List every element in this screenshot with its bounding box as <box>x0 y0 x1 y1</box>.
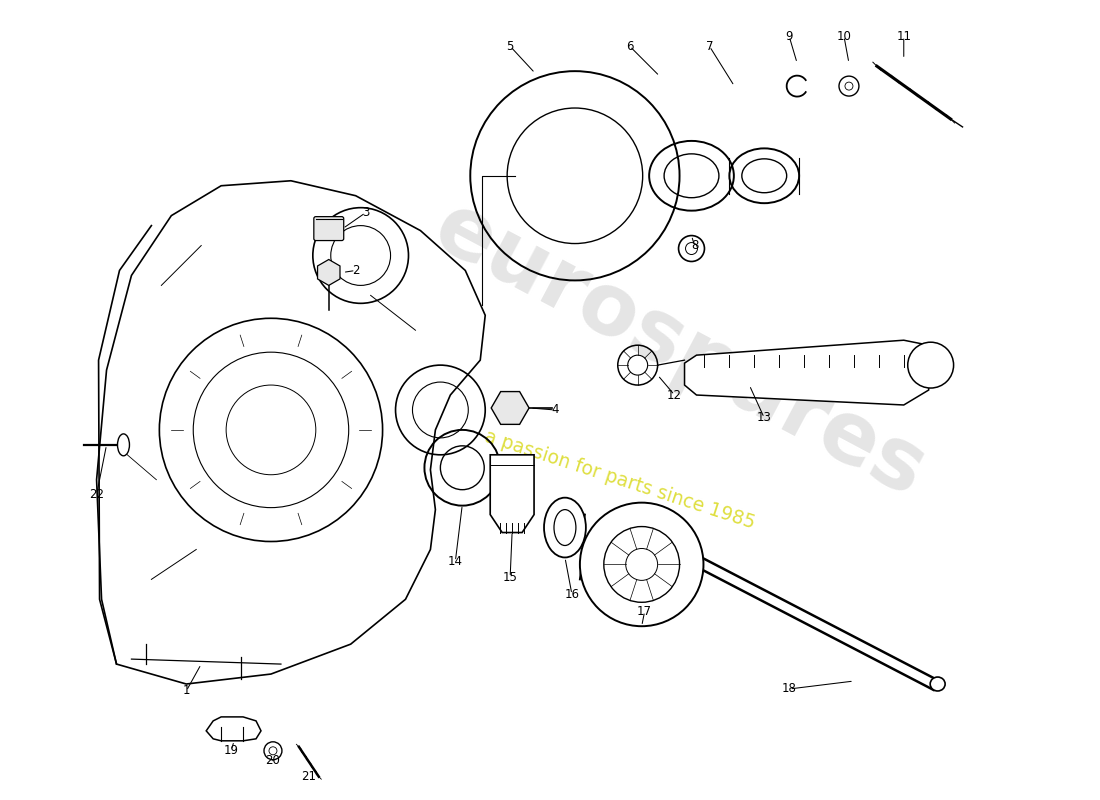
Text: 3: 3 <box>362 206 370 219</box>
Circle shape <box>908 342 954 388</box>
Text: 7: 7 <box>706 40 713 53</box>
Ellipse shape <box>554 510 576 546</box>
Text: 16: 16 <box>564 588 580 601</box>
Ellipse shape <box>118 434 130 456</box>
Text: 6: 6 <box>626 40 634 53</box>
Polygon shape <box>491 455 535 533</box>
Text: 5: 5 <box>506 40 514 53</box>
Text: 22: 22 <box>89 488 104 501</box>
Text: 14: 14 <box>448 555 463 568</box>
FancyBboxPatch shape <box>314 217 343 241</box>
Text: 15: 15 <box>503 571 518 584</box>
Text: 4: 4 <box>551 403 559 417</box>
Text: 18: 18 <box>782 682 796 695</box>
Text: 11: 11 <box>896 30 911 42</box>
Text: 17: 17 <box>637 605 652 618</box>
Text: 1: 1 <box>183 685 190 698</box>
Text: 2: 2 <box>352 264 360 277</box>
Polygon shape <box>684 340 928 405</box>
Ellipse shape <box>931 677 945 691</box>
Text: 10: 10 <box>836 30 851 42</box>
Polygon shape <box>318 259 340 286</box>
Text: 21: 21 <box>301 770 317 783</box>
Ellipse shape <box>544 498 586 558</box>
Text: a passion for parts since 1985: a passion for parts since 1985 <box>482 427 758 533</box>
Text: 12: 12 <box>667 389 682 402</box>
Polygon shape <box>492 391 529 424</box>
Text: 19: 19 <box>223 744 239 758</box>
Text: 9: 9 <box>785 30 793 42</box>
Text: eurospares: eurospares <box>419 186 939 514</box>
Text: 20: 20 <box>265 754 280 767</box>
Text: 13: 13 <box>757 411 772 425</box>
Circle shape <box>580 502 704 626</box>
Text: 8: 8 <box>691 239 698 252</box>
